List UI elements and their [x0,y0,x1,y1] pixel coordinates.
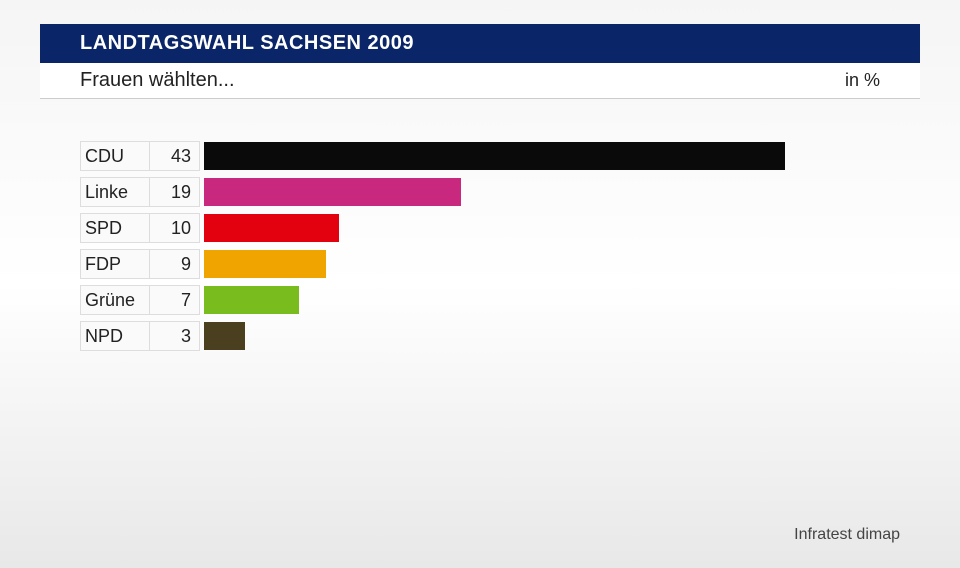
bar-container [204,286,880,314]
bar [204,214,339,242]
party-label: NPD [80,321,150,351]
header-bar: LANDTAGSWAHL SACHSEN 2009 [40,24,920,63]
bar-row: FDP 9 [80,247,880,281]
header-title: LANDTAGSWAHL SACHSEN 2009 [80,32,414,54]
value-label: 7 [150,285,200,315]
bar-container [204,214,880,242]
bar-row: Grüne 7 [80,283,880,317]
value-label: 19 [150,177,200,207]
bar [204,250,326,278]
bar-row: Linke 19 [80,175,880,209]
party-label: Linke [80,177,150,207]
bar [204,286,299,314]
bar [204,322,245,350]
bar [204,178,461,206]
source-label: Infratest dimap [794,526,900,544]
bar-row: SPD 10 [80,211,880,245]
bar [204,142,785,170]
party-label: CDU [80,141,150,171]
value-label: 10 [150,213,200,243]
chart-area: CDU 43 Linke 19 SPD 10 FDP 9 Grüne 7 NPD [0,99,960,385]
party-label: Grüne [80,285,150,315]
party-label: SPD [80,213,150,243]
bar-container [204,178,880,206]
value-label: 9 [150,249,200,279]
bar-row: CDU 43 [80,139,880,173]
bar-container [204,322,880,350]
subtitle: Frauen wählten... [80,69,235,92]
bar-row: NPD 3 [80,319,880,353]
value-label: 3 [150,321,200,351]
party-label: FDP [80,249,150,279]
subtitle-row: Frauen wählten... in % [40,63,920,99]
value-label: 43 [150,141,200,171]
unit-label: in % [845,70,880,91]
bar-container [204,250,880,278]
bar-container [204,142,880,170]
